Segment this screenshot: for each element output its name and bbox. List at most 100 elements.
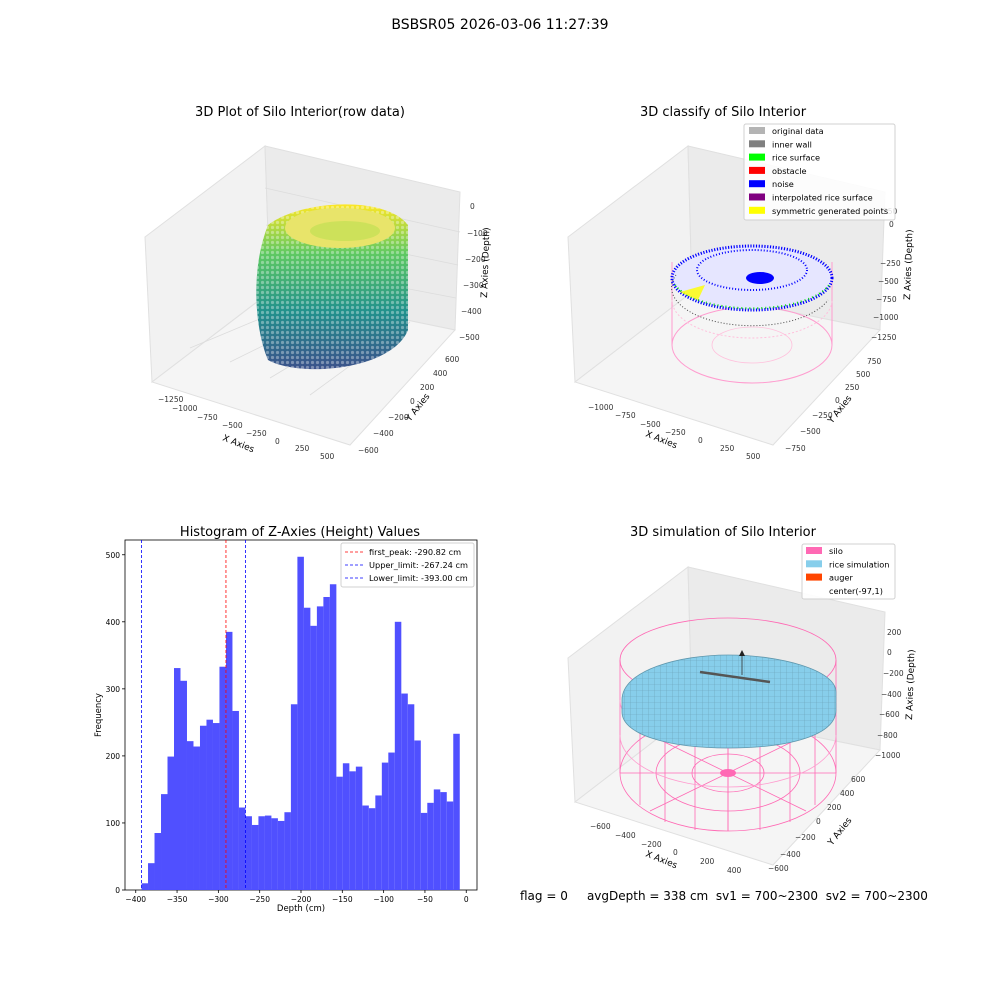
sim-ztick: 200 [887,628,902,637]
classify-ytick: 0 [835,396,840,405]
simulation-legend-swatch [806,573,822,581]
sim-xtick: −200 [641,840,662,849]
histogram-y-tick-label: 300 [106,685,121,694]
classify-legend-label: obstacle [772,166,807,176]
histogram-bar [148,863,155,890]
classify-legend-label: symmetric generated points [772,206,888,216]
histogram-bar [258,816,265,890]
histogram-bar [251,824,259,890]
histogram-bar [161,794,168,890]
histogram-bar [375,795,382,890]
raw-ytick: −200 [388,413,409,422]
histogram-x-tick-label: −200 [291,895,312,904]
sim-ytick: −200 [795,833,816,842]
histogram-bar [368,808,376,890]
raw-ytick: 200 [420,383,435,392]
classify-ztick: −1000 [873,313,899,322]
histogram-bar [180,680,187,890]
status-sv2: sv2 = 700~2300 [825,889,928,903]
histogram-bar [414,740,421,890]
raw-ztick: 0 [470,202,475,211]
classify-legend-label: rice surface [772,153,820,163]
raw-ztick: −500 [459,333,480,342]
simulation-legend-label: auger [829,573,853,583]
simulation-legend-label: center(-97,1) [829,586,883,596]
classify-legend-label: original data [772,126,824,136]
histogram-x-tick-label: −50 [417,895,433,904]
classify-ztick: 0 [889,220,894,229]
histogram-x-tick-label: −400 [125,895,146,904]
sim-floor-pane [573,711,881,866]
histogram-bar [420,812,428,890]
raw-3d-title: 3D Plot of Silo Interior(row data) [195,105,405,120]
histogram-bar [394,621,402,890]
histogram-x-tick-label: −350 [167,895,188,904]
histogram-bar [362,805,369,890]
histogram-bar [453,733,460,890]
histogram-bar [193,746,200,890]
panel-classify-3d: 3D classify of Silo Interior −1000 −750 … [567,105,915,461]
raw-ytick: −400 [373,429,394,438]
classify-ytick: 250 [845,383,860,392]
classify-legend-swatch [749,166,765,174]
histogram-bars [141,556,460,890]
histogram-bar [212,723,220,890]
histogram-bar [440,792,447,890]
status-avg-depth: avgDepth = 338 cm [586,889,709,903]
sim-ztick: −800 [877,731,898,740]
raw-ytick: 600 [445,355,460,364]
raw-xtick: −750 [197,413,218,422]
status-flag: flag = 0 [520,889,568,903]
histogram-bar [245,816,252,890]
classify-legend-label: noise [772,179,794,189]
classify-legend-swatch [749,127,765,134]
classify-zlabel: Z Axies (Depth) [903,229,915,300]
classify-ytick: 500 [856,370,871,379]
histogram-x-tick-label: −150 [332,895,353,904]
histogram-x-ticks: −400 −350 −300 −250 −200 −150 −100 −50 0 [125,890,469,904]
raw-ztick: −200 [465,255,486,264]
classify-legend: original data inner wall rice surface obsta… [743,123,896,221]
histogram-title: Histogram of Z-Axies (Height) Values [180,525,420,540]
histogram-ylabel: Frequency [94,693,104,737]
raw-zlabel: Z Axies (Depth) [480,227,492,298]
classify-ytick: −500 [800,427,821,436]
classify-legend-frame [743,123,896,221]
histogram-bar [388,752,395,890]
sim-ytick: 0 [816,817,821,826]
raw-ztick: −100 [467,229,488,238]
sim-xtick: 400 [727,866,742,875]
histogram-y-tick-label: 200 [106,752,121,761]
simulation-legend-swatch [806,547,822,554]
sim-ytick: −400 [780,850,801,859]
classify-legend-swatch [749,193,765,201]
classify-xtick: −1000 [588,403,614,412]
histogram-bar [446,801,454,890]
sim-ztick: −400 [881,690,902,699]
histogram-bar [290,704,298,890]
sim-center-arrow [739,650,745,656]
histogram-y-tick-label: 500 [106,551,121,560]
histogram-x-tick-label: −250 [249,895,270,904]
sim-ztick: 0 [887,648,892,657]
raw-ztick: −300 [463,281,484,290]
classify-xtick: 250 [720,444,735,453]
panel-histogram: Histogram of Z-Axies (Height) Values −40… [94,525,478,914]
classify-legend-swatch [749,180,765,188]
classify-legend-label: interpolated rice surface [772,193,873,203]
classify-legend-swatch [749,140,765,148]
histogram-bar [329,584,337,890]
histogram-bar [238,807,246,890]
status-line: flag = 0 avgDepth = 338 cm sv1 = 700~230… [520,889,928,903]
histogram-bar [433,789,441,890]
histogram-legend: first_peak: -290.82 cm Upper_limit: -267.… [340,542,475,588]
histogram-bar [199,725,207,890]
histogram-xlabel: Depth (cm) [277,904,325,914]
histogram-bar [407,704,415,890]
histogram-bar [284,812,291,890]
classify-legend-swatch [749,153,765,161]
sim-auger [699,670,771,684]
histogram-y-tick-label: 100 [106,819,121,828]
sim-ytick: 200 [827,803,842,812]
sim-xtick: −400 [615,831,636,840]
